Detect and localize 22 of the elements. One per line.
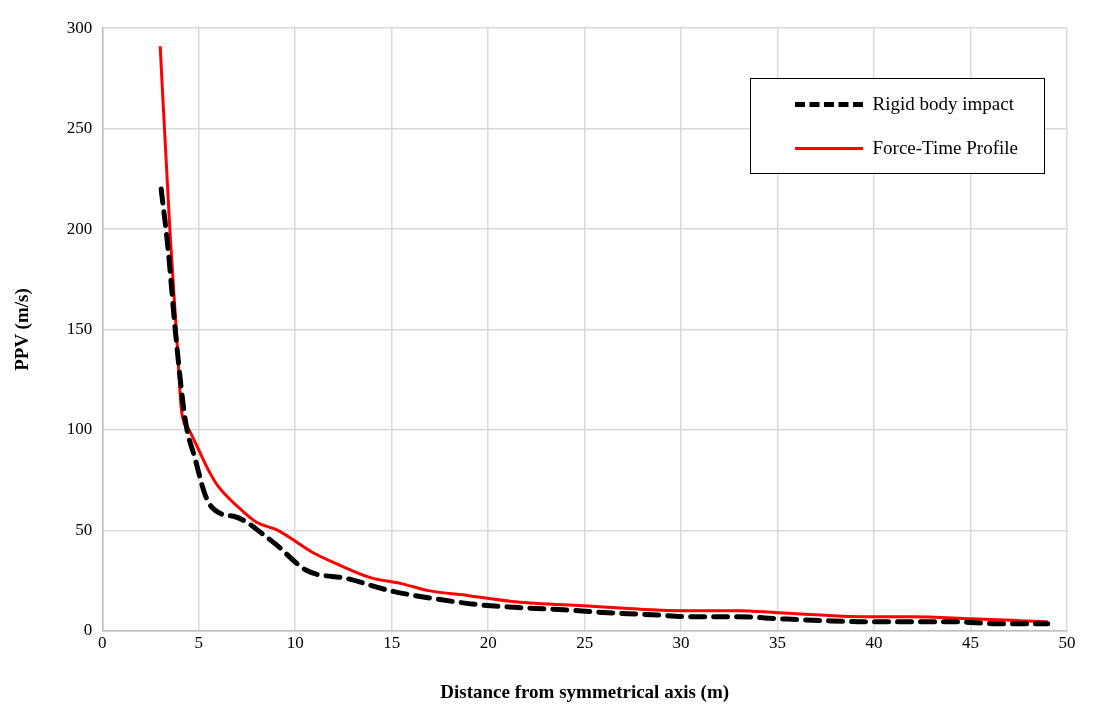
x-tick-label: 25 (576, 633, 594, 653)
y-axis-title: PPV (m/s) (11, 288, 34, 371)
x-tick-label: 35 (769, 633, 787, 653)
x-tick-label: 40 (865, 633, 883, 653)
x-tick-label: 0 (98, 633, 107, 653)
y-tick-label: 200 (66, 218, 93, 238)
x-tick-label: 20 (479, 633, 497, 653)
legend-label: Rigid body impact (872, 93, 1014, 115)
x-tick-label: 15 (383, 633, 401, 653)
x-tick-label: 45 (962, 633, 980, 653)
x-tick-label: 30 (672, 633, 690, 653)
x-tick-label: 5 (194, 633, 204, 653)
y-tick-label: 300 (66, 17, 93, 37)
legend-label: Force-Time Profile (872, 137, 1018, 159)
y-tick-label: 150 (66, 318, 93, 338)
y-tick-label: 250 (66, 118, 93, 138)
x-tick-label: 10 (286, 633, 304, 653)
y-tick-label: 100 (66, 419, 93, 439)
x-axis-title: Distance from symmetrical axis (m) (440, 680, 730, 703)
x-tick-label: 50 (1058, 633, 1076, 653)
y-tick-label: 50 (75, 519, 93, 539)
y-tick-label: 0 (83, 620, 93, 640)
